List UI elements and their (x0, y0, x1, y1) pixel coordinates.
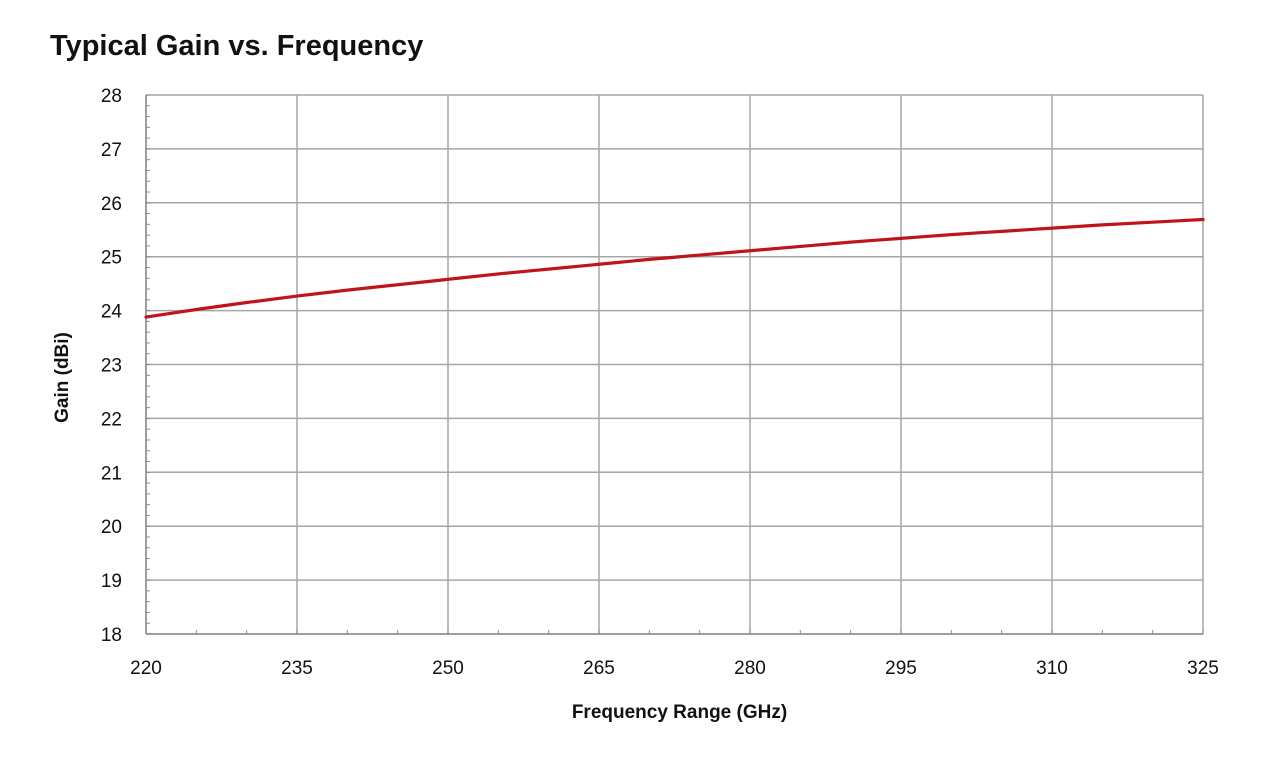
y-axis-title: Gain (dBi) (52, 332, 73, 423)
x-tick-labels: 220 235 250 265 280 295 310 325 (130, 658, 1219, 679)
y-tick-label: 27 (101, 140, 122, 161)
minor-tick-layer (145, 94, 1204, 635)
y-tick-label: 19 (101, 571, 122, 592)
y-tick-label: 18 (101, 625, 122, 646)
x-axis-title: Frequency Range (GHz) (572, 702, 787, 723)
x-tick-label: 250 (432, 658, 464, 679)
x-tick-label: 325 (1187, 658, 1219, 679)
y-tick-label: 20 (101, 517, 122, 538)
chart-title: Typical Gain vs. Frequency (50, 30, 424, 62)
y-tick-label: 24 (101, 302, 123, 323)
y-tick-label: 25 (101, 248, 122, 269)
x-tick-label: 280 (734, 658, 766, 679)
y-tick-label: 21 (101, 463, 122, 484)
y-tick-label: 23 (101, 356, 122, 377)
x-tick-label: 310 (1036, 658, 1068, 679)
y-tick-label: 28 (101, 86, 122, 107)
x-tick-label: 295 (885, 658, 917, 679)
x-tick-label: 265 (583, 658, 615, 679)
y-tick-labels: 18 19 20 21 22 23 24 25 26 27 28 (101, 86, 123, 646)
x-tick-label: 235 (281, 658, 313, 679)
y-tick-label: 22 (101, 409, 122, 430)
series-layer (144, 217, 1205, 319)
x-tick-label: 220 (130, 658, 162, 679)
gain-series-line (144, 217, 1205, 319)
grid-layer (145, 94, 1204, 635)
y-tick-label: 26 (101, 194, 122, 215)
